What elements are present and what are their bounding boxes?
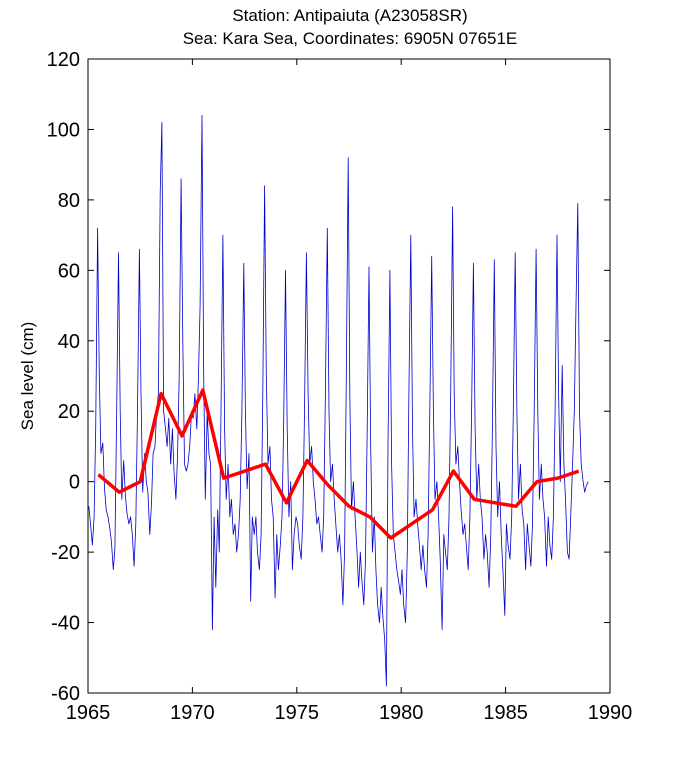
plot-area: [88, 59, 610, 693]
annual-mean-line: [97, 388, 580, 540]
y-tick-label: -20: [51, 542, 80, 564]
y-tick-label: -40: [51, 613, 80, 635]
series-layer: [88, 115, 589, 687]
x-tick-label: 1970: [170, 702, 215, 724]
monthly-sea-level-line: [88, 115, 589, 687]
x-tick-label: 1965: [66, 702, 111, 724]
y-axis-label: Sea level (cm): [18, 322, 37, 431]
y-tick-label: -60: [51, 683, 80, 705]
y-tick-label: 120: [47, 49, 80, 71]
ticks-layer: 1965 1970 1975 1980 1985 1990 -60 -40 -20 0 20 40 60…: [47, 49, 633, 724]
y-tick-label: 40: [58, 331, 80, 353]
plot-frame: [87, 58, 611, 694]
y-tick-label: 60: [58, 260, 80, 282]
y-tick-label: 100: [47, 119, 80, 141]
x-tick-label: 1985: [483, 702, 528, 724]
x-tick-label: 1990: [588, 702, 633, 724]
y-tick-label: 20: [58, 401, 80, 423]
x-tick-label: 1975: [275, 702, 320, 724]
y-tick-label: 80: [58, 190, 80, 212]
chart-subtitle: Sea: Kara Sea, Coordinates: 6905N 07651E: [183, 29, 518, 48]
chart-title: Station: Antipaiuta (A23058SR): [232, 6, 467, 25]
x-tick-label: 1980: [379, 702, 424, 724]
y-tick-label: 0: [69, 472, 80, 494]
